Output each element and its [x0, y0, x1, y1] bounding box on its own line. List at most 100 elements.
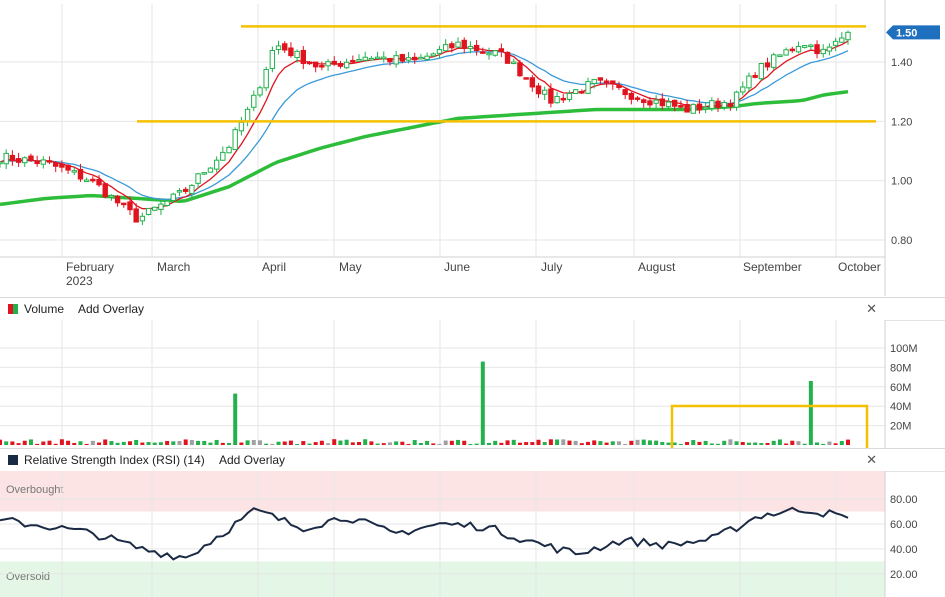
candle-body: [616, 84, 622, 89]
volume-bar: [697, 441, 702, 445]
volume-bar: [313, 442, 318, 445]
candle-body: [201, 172, 207, 175]
candle-body: [442, 44, 449, 52]
candle-body: [275, 45, 282, 50]
volume-bar: [326, 443, 331, 445]
ma-mid-line: [0, 50, 849, 201]
candle-body: [405, 57, 412, 61]
candle-body: [554, 95, 560, 104]
volume-bar: [233, 393, 238, 445]
candle-body: [455, 41, 461, 48]
volume-bar: [561, 439, 566, 445]
price-x-tick: April: [262, 260, 286, 274]
rsi-line: [0, 506, 849, 561]
candle-body: [709, 100, 715, 110]
volume-panel-header: Volume Add Overlay ✕: [0, 297, 945, 321]
rsi-y-tick: 80.00: [890, 494, 918, 506]
volume-bar: [22, 440, 27, 445]
volume-bar: [282, 441, 287, 445]
candle-body: [232, 129, 238, 151]
volume-bar: [784, 443, 789, 445]
volume-bar: [189, 439, 194, 445]
volume-bar: [350, 442, 355, 445]
volume-bar: [338, 440, 343, 445]
candle-body: [343, 61, 350, 69]
volume-bar: [629, 440, 634, 445]
candle-body: [96, 178, 102, 186]
candle-body: [368, 57, 375, 61]
volume-bar: [827, 441, 832, 445]
volume-close-icon[interactable]: ✕: [866, 301, 877, 316]
volume-bar: [542, 442, 547, 445]
rsi-oversold-zone: [0, 561, 885, 597]
volume-bar: [592, 440, 597, 445]
candle-body: [746, 75, 752, 89]
volume-bar: [530, 442, 535, 445]
candle-body: [715, 100, 721, 109]
volume-bar: [517, 442, 522, 445]
price-y-tick: 1.20: [891, 116, 912, 128]
volume-bar: [462, 440, 467, 445]
volume-bar: [357, 441, 362, 445]
candle-body: [164, 200, 170, 206]
volume-bar: [443, 440, 448, 445]
volume-bar: [777, 439, 782, 445]
price-x-tick: October: [838, 260, 881, 274]
volume-bar: [610, 441, 615, 445]
volume-bar: [412, 440, 417, 445]
rsi-add-overlay-link[interactable]: Add Overlay: [219, 453, 286, 467]
candle-body: [374, 56, 381, 60]
candle-body: [288, 47, 294, 57]
candle-body: [40, 159, 47, 165]
candle-body: [9, 154, 16, 162]
volume-bar: [555, 439, 560, 445]
candle-body: [152, 206, 158, 211]
volume-bar: [815, 442, 820, 445]
volume-bar: [109, 441, 114, 445]
volume-y-tick: 40M: [890, 401, 911, 413]
candle-body: [740, 86, 746, 93]
candle-body: [690, 103, 696, 114]
volume-add-overlay-link[interactable]: Add Overlay: [78, 302, 145, 316]
candle-body: [145, 207, 152, 216]
candle-body: [839, 37, 845, 43]
volume-bar: [753, 442, 758, 445]
volume-bar: [524, 442, 529, 445]
candle-body: [170, 193, 177, 201]
price-x-tick: September: [743, 260, 802, 274]
candle-body: [387, 58, 393, 63]
volume-bar: [53, 443, 58, 445]
volume-y-tick: 20M: [890, 421, 911, 433]
candle-body: [572, 89, 579, 95]
candle-body: [789, 48, 795, 52]
price-chart[interactable]: 0.80 1.00 1.20 1.40 February March April May Jun…: [0, 0, 945, 296]
rsi-close-icon[interactable]: ✕: [866, 452, 877, 467]
candle-body: [337, 62, 344, 67]
candle-body: [77, 168, 84, 180]
candle-body: [820, 48, 826, 55]
candle-body: [412, 56, 418, 61]
candle-body: [579, 91, 585, 94]
rsi-chart[interactable]: Overbought Oversold 80.00 60.00 40.00 20.00: [0, 471, 945, 597]
candle-body: [771, 54, 777, 68]
candle-body: [15, 158, 22, 163]
volume-bar: [16, 443, 21, 445]
candle-body: [90, 178, 96, 182]
volume-chart[interactable]: 100M 80M 60M 40M 20M: [0, 320, 945, 448]
rsi-y-tick: 20.00: [890, 569, 918, 581]
volume-bar: [165, 440, 170, 445]
candle-body: [102, 183, 108, 198]
volume-bar: [245, 440, 250, 445]
candle-body: [158, 203, 164, 210]
candle-body: [59, 163, 65, 168]
rsi-y-tick: 40.00: [890, 544, 918, 556]
candle-body: [814, 44, 820, 55]
volume-y-tick: 60M: [890, 382, 911, 394]
volume-bar: [381, 443, 386, 445]
volume-bar: [846, 439, 850, 445]
volume-y-tick: 80M: [890, 362, 911, 374]
candle-body: [34, 160, 40, 165]
volume-bar: [493, 440, 498, 445]
candle-body: [127, 201, 133, 211]
volume-bar: [127, 441, 132, 445]
